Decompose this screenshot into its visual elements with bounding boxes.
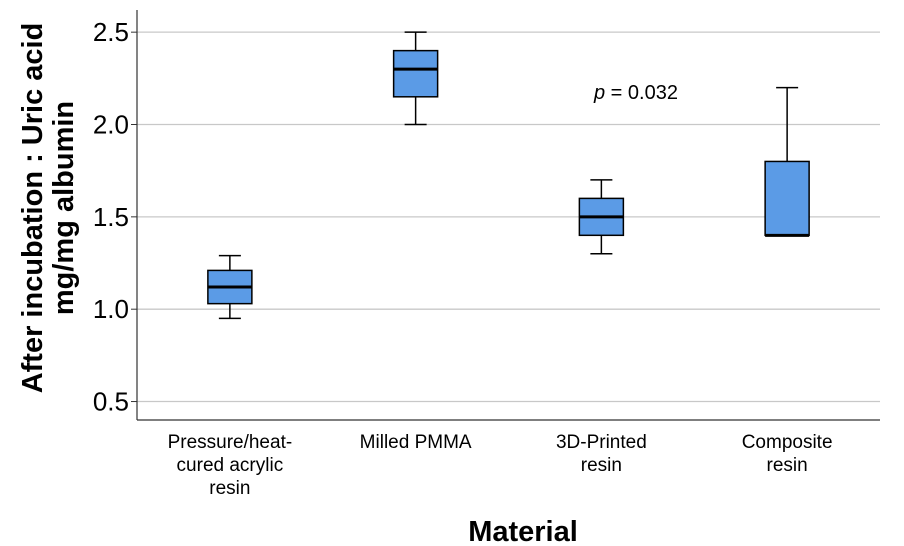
y-tick-label: 2.5	[93, 17, 129, 47]
boxes	[207, 31, 810, 320]
box-plot-2	[392, 31, 439, 126]
y-tick-label: 0.5	[93, 387, 129, 417]
box-plot-4	[764, 86, 810, 237]
y-tick-label: 2.0	[93, 110, 129, 140]
x-category-label: Composite resin	[742, 432, 833, 476]
gridlines	[137, 31, 880, 403]
iqr-box	[392, 49, 439, 98]
box-plot-1	[207, 254, 253, 320]
x-axis-title: Material	[468, 516, 578, 546]
axes	[131, 10, 880, 421]
p-value-annotation: p = 0.032	[593, 82, 678, 104]
x-category-label: 3D-Printed resin	[556, 432, 647, 476]
y-tick-label: 1.0	[93, 294, 129, 324]
iqr-box	[764, 160, 810, 237]
box-plot-3	[578, 179, 625, 255]
y-axis-title: After incubation : Uric acidmg/mg albumi…	[17, 23, 80, 394]
y-tick-label: 1.5	[93, 202, 129, 232]
x-category-label: Pressure/heat-cured acrylic resin	[168, 432, 293, 499]
x-category-label: Milled PMMA	[360, 432, 472, 453]
labels: 0.5 1.0 1.5 2.0 2.5 Pressure/heat-cured acryl…	[93, 17, 833, 499]
